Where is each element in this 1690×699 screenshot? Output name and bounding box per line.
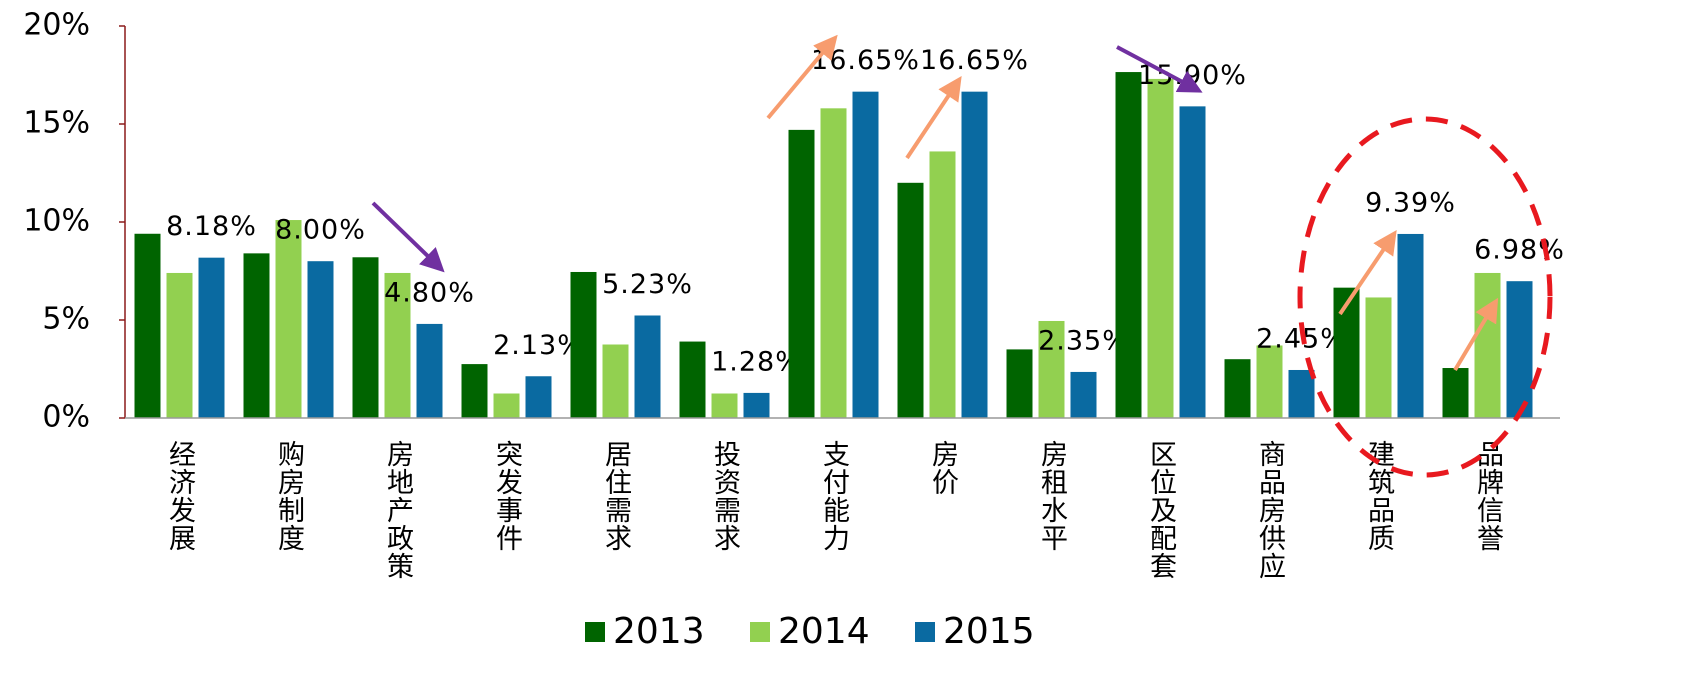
bar — [711, 393, 738, 418]
arrow — [1338, 230, 1397, 316]
data-label: 15.90% — [1138, 60, 1247, 91]
bar — [788, 129, 815, 418]
data-label: 5.23% — [602, 269, 693, 300]
bar — [1038, 320, 1065, 418]
bar — [1179, 106, 1206, 419]
data-label: 2.35% — [1038, 325, 1129, 356]
legend-swatch — [585, 622, 605, 642]
legend-swatch — [750, 622, 770, 642]
bar — [1288, 369, 1315, 418]
bar — [166, 272, 193, 418]
bar — [384, 272, 411, 418]
x-tick-label: 居住需求 — [600, 440, 632, 552]
bar — [820, 108, 847, 418]
bar — [493, 393, 520, 418]
bar — [198, 257, 225, 418]
data-label: 6.98% — [1474, 235, 1565, 266]
arrow — [905, 76, 962, 160]
x-tick-label: 投资需求 — [709, 440, 741, 552]
x-tick-label: 经济发展 — [164, 440, 196, 552]
arrow — [1453, 297, 1499, 372]
bar — [602, 344, 629, 418]
bar — [743, 392, 770, 418]
bar — [1474, 272, 1501, 418]
x-tick-label: 房价 — [927, 440, 959, 496]
bar — [134, 233, 161, 418]
bar — [1256, 345, 1283, 418]
bar — [1006, 349, 1033, 418]
bar — [416, 323, 443, 418]
bar — [929, 151, 956, 418]
data-label: 1.28% — [711, 346, 802, 377]
bar — [679, 341, 706, 418]
x-tick-label: 区位及配套 — [1145, 440, 1177, 580]
data-label: 16.65% — [920, 45, 1029, 76]
bar — [461, 364, 488, 418]
data-label: 8.18% — [166, 211, 257, 242]
data-label: 2.13% — [493, 330, 584, 361]
bar — [1147, 78, 1174, 419]
x-tick-label: 突发事件 — [491, 440, 523, 552]
bar — [1115, 72, 1142, 418]
bar — [1442, 368, 1469, 418]
bar — [897, 182, 924, 418]
x-tick-label: 商品房供应 — [1254, 440, 1286, 580]
x-tick-label: 支付能力 — [818, 440, 850, 552]
bar — [307, 261, 334, 418]
arrow — [371, 201, 445, 273]
bar — [1506, 281, 1533, 418]
y-tick-label: 0% — [42, 400, 90, 435]
highlight-ellipse — [1297, 116, 1553, 478]
legend-label: 2013 — [613, 611, 705, 652]
y-tick-label: 20% — [23, 8, 90, 43]
bar — [961, 91, 988, 418]
bar — [1365, 297, 1392, 418]
data-label: 4.80% — [384, 277, 475, 308]
x-tick-label: 房租水平 — [1036, 440, 1068, 552]
arrow — [1116, 45, 1203, 93]
data-label: 9.39% — [1365, 187, 1456, 218]
bar — [1070, 371, 1097, 418]
x-tick-label: 购房制度 — [273, 440, 305, 552]
legend-swatch — [915, 622, 935, 642]
y-tick-label: 10% — [23, 204, 90, 239]
bar — [1333, 287, 1360, 418]
legend-label: 2014 — [778, 611, 870, 652]
bar — [352, 257, 379, 418]
bar — [243, 253, 270, 418]
bar — [1397, 233, 1424, 418]
y-tick-label: 15% — [23, 106, 90, 141]
bar — [570, 271, 597, 418]
bar — [275, 220, 302, 418]
bar — [525, 376, 552, 418]
legend-label: 2015 — [943, 611, 1035, 652]
x-tick-label: 房地产政策 — [382, 440, 414, 580]
bar — [1224, 359, 1251, 418]
arrow — [766, 34, 838, 120]
y-tick-label: 5% — [42, 302, 90, 337]
data-label: 8.00% — [275, 215, 366, 246]
bar — [852, 91, 879, 418]
annotations — [371, 34, 1553, 478]
bar — [634, 315, 661, 418]
